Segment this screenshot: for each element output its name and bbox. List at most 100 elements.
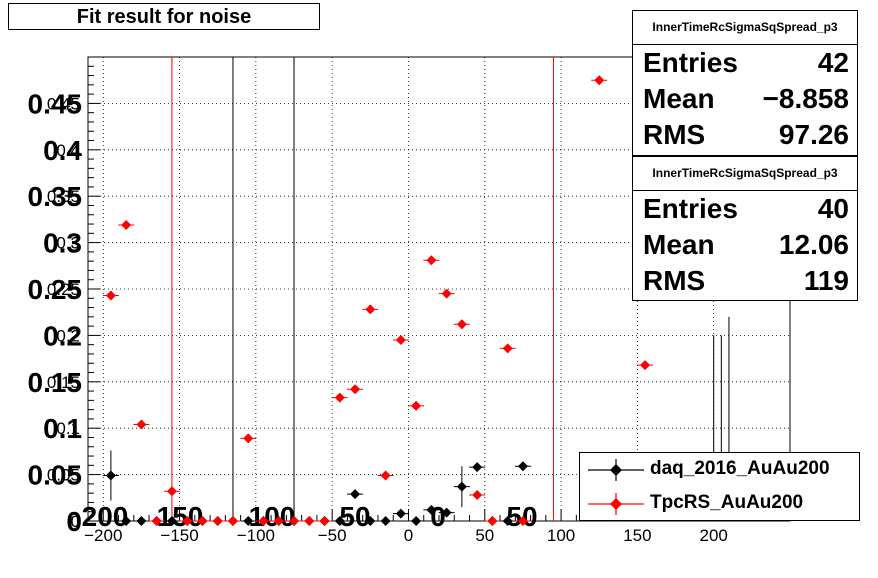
legend-label-daq: daq_2016_AuAu200 bbox=[650, 458, 830, 479]
data-point bbox=[487, 516, 498, 526]
data-point bbox=[441, 507, 452, 518]
data-point bbox=[334, 392, 345, 403]
y-tick-label: 0.45 bbox=[47, 94, 80, 113]
data-point bbox=[121, 219, 132, 230]
chart-title: Fit result for noise bbox=[8, 3, 320, 30]
data-point bbox=[411, 400, 422, 411]
data-point bbox=[380, 470, 391, 481]
data-point bbox=[502, 343, 513, 354]
y-tick-label: 0.15 bbox=[47, 373, 80, 392]
overlay-x-tick-label: 50 bbox=[339, 501, 370, 532]
data-point bbox=[456, 481, 467, 492]
data-point bbox=[136, 516, 147, 526]
data-point bbox=[517, 461, 528, 472]
data-point bbox=[426, 504, 437, 515]
data-point bbox=[441, 288, 452, 299]
legend-entry-tpcrs: TpcRS_AuAu200 bbox=[580, 487, 859, 521]
x-tick-label: 150 bbox=[623, 526, 651, 545]
overlay-y-tick-label: 0.4 bbox=[43, 135, 82, 166]
data-point bbox=[182, 516, 193, 526]
y-tick-label: 0.2 bbox=[56, 326, 80, 345]
data-point bbox=[105, 470, 116, 481]
data-point bbox=[166, 486, 177, 497]
overlay-y-tick-label: 0.15 bbox=[28, 367, 83, 398]
data-point bbox=[304, 516, 315, 526]
data-point bbox=[640, 360, 651, 371]
stats-entries-label: Entries bbox=[643, 193, 738, 224]
stats-mean-value: −8.858 bbox=[762, 83, 849, 114]
y-tick-label: 0.1 bbox=[56, 419, 80, 438]
stats-box-daq: InnerTimeRcSigmaSqSpread_p3 Entries 42 Me… bbox=[632, 10, 858, 156]
overlay-x-tick-label: 50 bbox=[506, 501, 537, 532]
stats-box-tpcrs: InnerTimeRcSigmaSqSpread_p3 Entries 40 Me… bbox=[632, 156, 858, 301]
legend-entry-daq: daq_2016_AuAu200 bbox=[580, 453, 859, 487]
data-point bbox=[380, 516, 391, 526]
overlay-y-tick-label: 0.35 bbox=[28, 181, 83, 212]
stats-entries-value: 40 bbox=[817, 193, 849, 224]
data-point bbox=[502, 516, 513, 526]
stats-box-name: InnerTimeRcSigmaSqSpread_p3 bbox=[633, 11, 857, 45]
data-point bbox=[105, 290, 116, 301]
data-point bbox=[426, 255, 437, 266]
data-point bbox=[350, 489, 361, 500]
data-point bbox=[472, 490, 483, 501]
data-point bbox=[411, 516, 422, 526]
overlay-x-tick-label: 150 bbox=[157, 501, 204, 532]
y-tick-label: 0.35 bbox=[47, 187, 80, 206]
data-point bbox=[594, 75, 605, 86]
data-point bbox=[395, 335, 406, 346]
legend-label-tpcrs: TpcRS_AuAu200 bbox=[650, 492, 804, 513]
x-tick-label: −100 bbox=[237, 526, 275, 545]
y-tick-label: 0.25 bbox=[47, 280, 80, 299]
data-point bbox=[365, 516, 376, 526]
y-tick-label: 0.05 bbox=[47, 466, 80, 485]
data-point bbox=[334, 516, 345, 526]
y-tick-label: 0.4 bbox=[56, 141, 80, 160]
stats-entries-label: Entries bbox=[643, 47, 738, 78]
stats-mean-label: Mean bbox=[643, 83, 715, 114]
data-point bbox=[289, 516, 300, 526]
overlay-y-tick-label: 0.2 bbox=[43, 320, 82, 351]
data-point bbox=[472, 462, 483, 473]
x-tick-label: 100 bbox=[547, 526, 575, 545]
stats-rms-label: RMS bbox=[643, 119, 706, 150]
y-tick-label: 0 bbox=[71, 512, 80, 531]
overlay-y-tick-label: 0.3 bbox=[43, 228, 82, 259]
overlay-x-tick-label: 200 bbox=[82, 501, 129, 532]
data-point bbox=[319, 516, 330, 526]
x-tick-label: 200 bbox=[700, 526, 728, 545]
overlay-x-tick-label: 100 bbox=[249, 501, 296, 532]
x-tick-label: 50 bbox=[475, 526, 494, 545]
data-point bbox=[121, 516, 132, 526]
stats-box-name: InnerTimeRcSigmaSqSpread_p3 bbox=[633, 157, 857, 191]
overlay-y-tick-label: 0 bbox=[66, 506, 82, 537]
data-point bbox=[212, 516, 223, 526]
stats-rms-value: 97.26 bbox=[778, 119, 849, 150]
chart-legend: daq_2016_AuAu200 TpcRS_AuAu200 bbox=[579, 452, 860, 521]
data-point bbox=[395, 508, 406, 519]
overlay-x-tick-label: 0 bbox=[430, 501, 446, 532]
overlay-y-tick-label: 0.25 bbox=[28, 274, 83, 305]
y-tick-label: 0.3 bbox=[56, 234, 80, 253]
data-point bbox=[166, 516, 177, 526]
overlay-y-tick-label: 0.05 bbox=[28, 460, 83, 491]
data-point bbox=[456, 319, 467, 330]
data-point bbox=[197, 516, 208, 526]
overlay-y-tick-label: 0.1 bbox=[43, 413, 82, 444]
legend-marker-tpcrs bbox=[588, 493, 644, 515]
stats-rms-label: RMS bbox=[643, 265, 706, 296]
data-point bbox=[136, 419, 147, 430]
x-tick-label: −150 bbox=[160, 526, 198, 545]
data-point bbox=[243, 516, 254, 526]
stats-mean-label: Mean bbox=[643, 229, 715, 260]
data-point bbox=[365, 304, 376, 315]
stats-entries-value: 42 bbox=[817, 47, 849, 78]
overlay-y-tick-label: 0.45 bbox=[28, 88, 83, 119]
stats-rms-value: 119 bbox=[803, 265, 849, 296]
data-point bbox=[517, 516, 528, 526]
x-tick-label: −50 bbox=[318, 526, 347, 545]
data-point bbox=[258, 516, 269, 526]
data-point bbox=[227, 516, 238, 526]
stats-mean-value: 12.06 bbox=[778, 229, 849, 260]
